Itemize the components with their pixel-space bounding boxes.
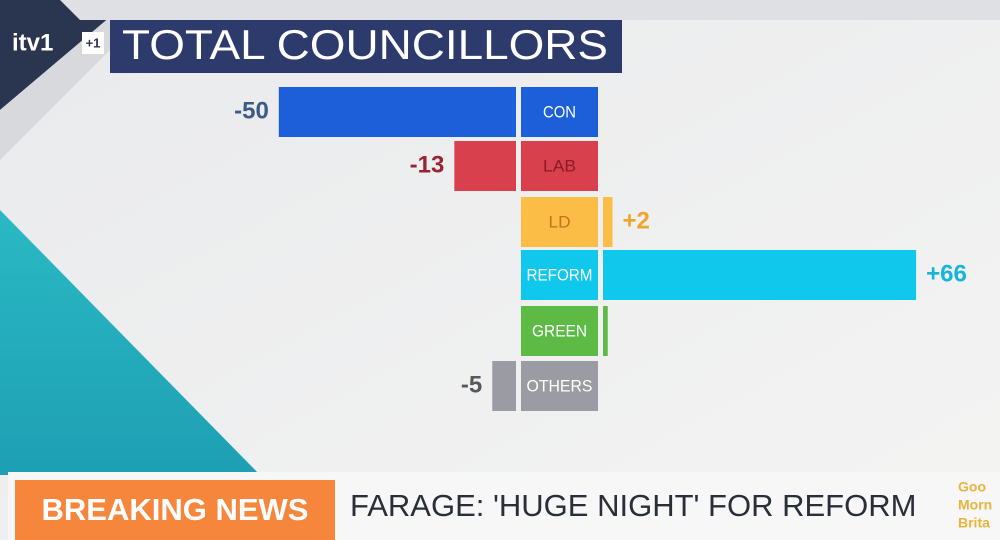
category-label: REFORM (527, 265, 593, 284)
bar (603, 197, 613, 247)
category-label: CON (543, 102, 576, 121)
value-label: +2 (622, 207, 649, 234)
programme-logo-line: Brita (958, 515, 990, 531)
category-label: OTHERS (527, 376, 593, 395)
category-box (521, 361, 598, 411)
category-label: LD (549, 212, 571, 231)
breaking-box (15, 480, 335, 540)
channel-logo: itv1 (12, 29, 53, 56)
category-box (521, 141, 598, 191)
title-box (110, 20, 622, 73)
value-label: +66 (926, 260, 967, 287)
bar (603, 250, 917, 300)
category-label: LAB (543, 156, 576, 175)
teal-shape (0, 210, 260, 475)
category-box (521, 87, 598, 137)
channel-badge: +1 (86, 35, 101, 50)
programme-logo-line: Morn (958, 497, 992, 513)
headline: FARAGE: 'HUGE NIGHT' FOR REFORM (350, 488, 916, 523)
category-box (521, 250, 598, 300)
top-band (60, 0, 1000, 20)
channel-badge-box (82, 32, 104, 54)
bar (492, 361, 516, 411)
chart-title: TOTAL COUNCILLORS (122, 21, 608, 68)
bar (603, 306, 608, 356)
category-box (521, 306, 598, 356)
programme-logo-line: Goo (958, 479, 986, 495)
value-label: -5 (461, 371, 482, 398)
category-label: GREEN (532, 321, 587, 340)
category-box (521, 197, 598, 247)
value-label: -13 (410, 151, 445, 178)
breaking-label: BREAKING NEWS (42, 492, 309, 527)
bar (454, 141, 516, 191)
bar (278, 87, 516, 137)
value-label: -50 (234, 97, 269, 124)
